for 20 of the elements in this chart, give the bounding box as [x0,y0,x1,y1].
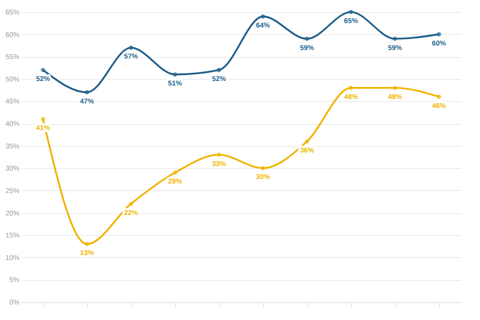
point [128,46,134,50]
point [348,86,354,90]
point [128,202,134,206]
point [348,10,354,14]
point [216,152,222,157]
point [172,72,178,77]
point [436,94,442,99]
point [260,14,266,19]
point [392,86,398,90]
point [436,32,442,36]
point [40,68,46,72]
point [304,36,310,41]
point [260,166,266,170]
point [392,36,398,41]
point [40,116,46,122]
point [216,68,222,72]
point [172,170,178,175]
point [84,242,90,246]
point [84,90,90,94]
point [304,139,310,144]
